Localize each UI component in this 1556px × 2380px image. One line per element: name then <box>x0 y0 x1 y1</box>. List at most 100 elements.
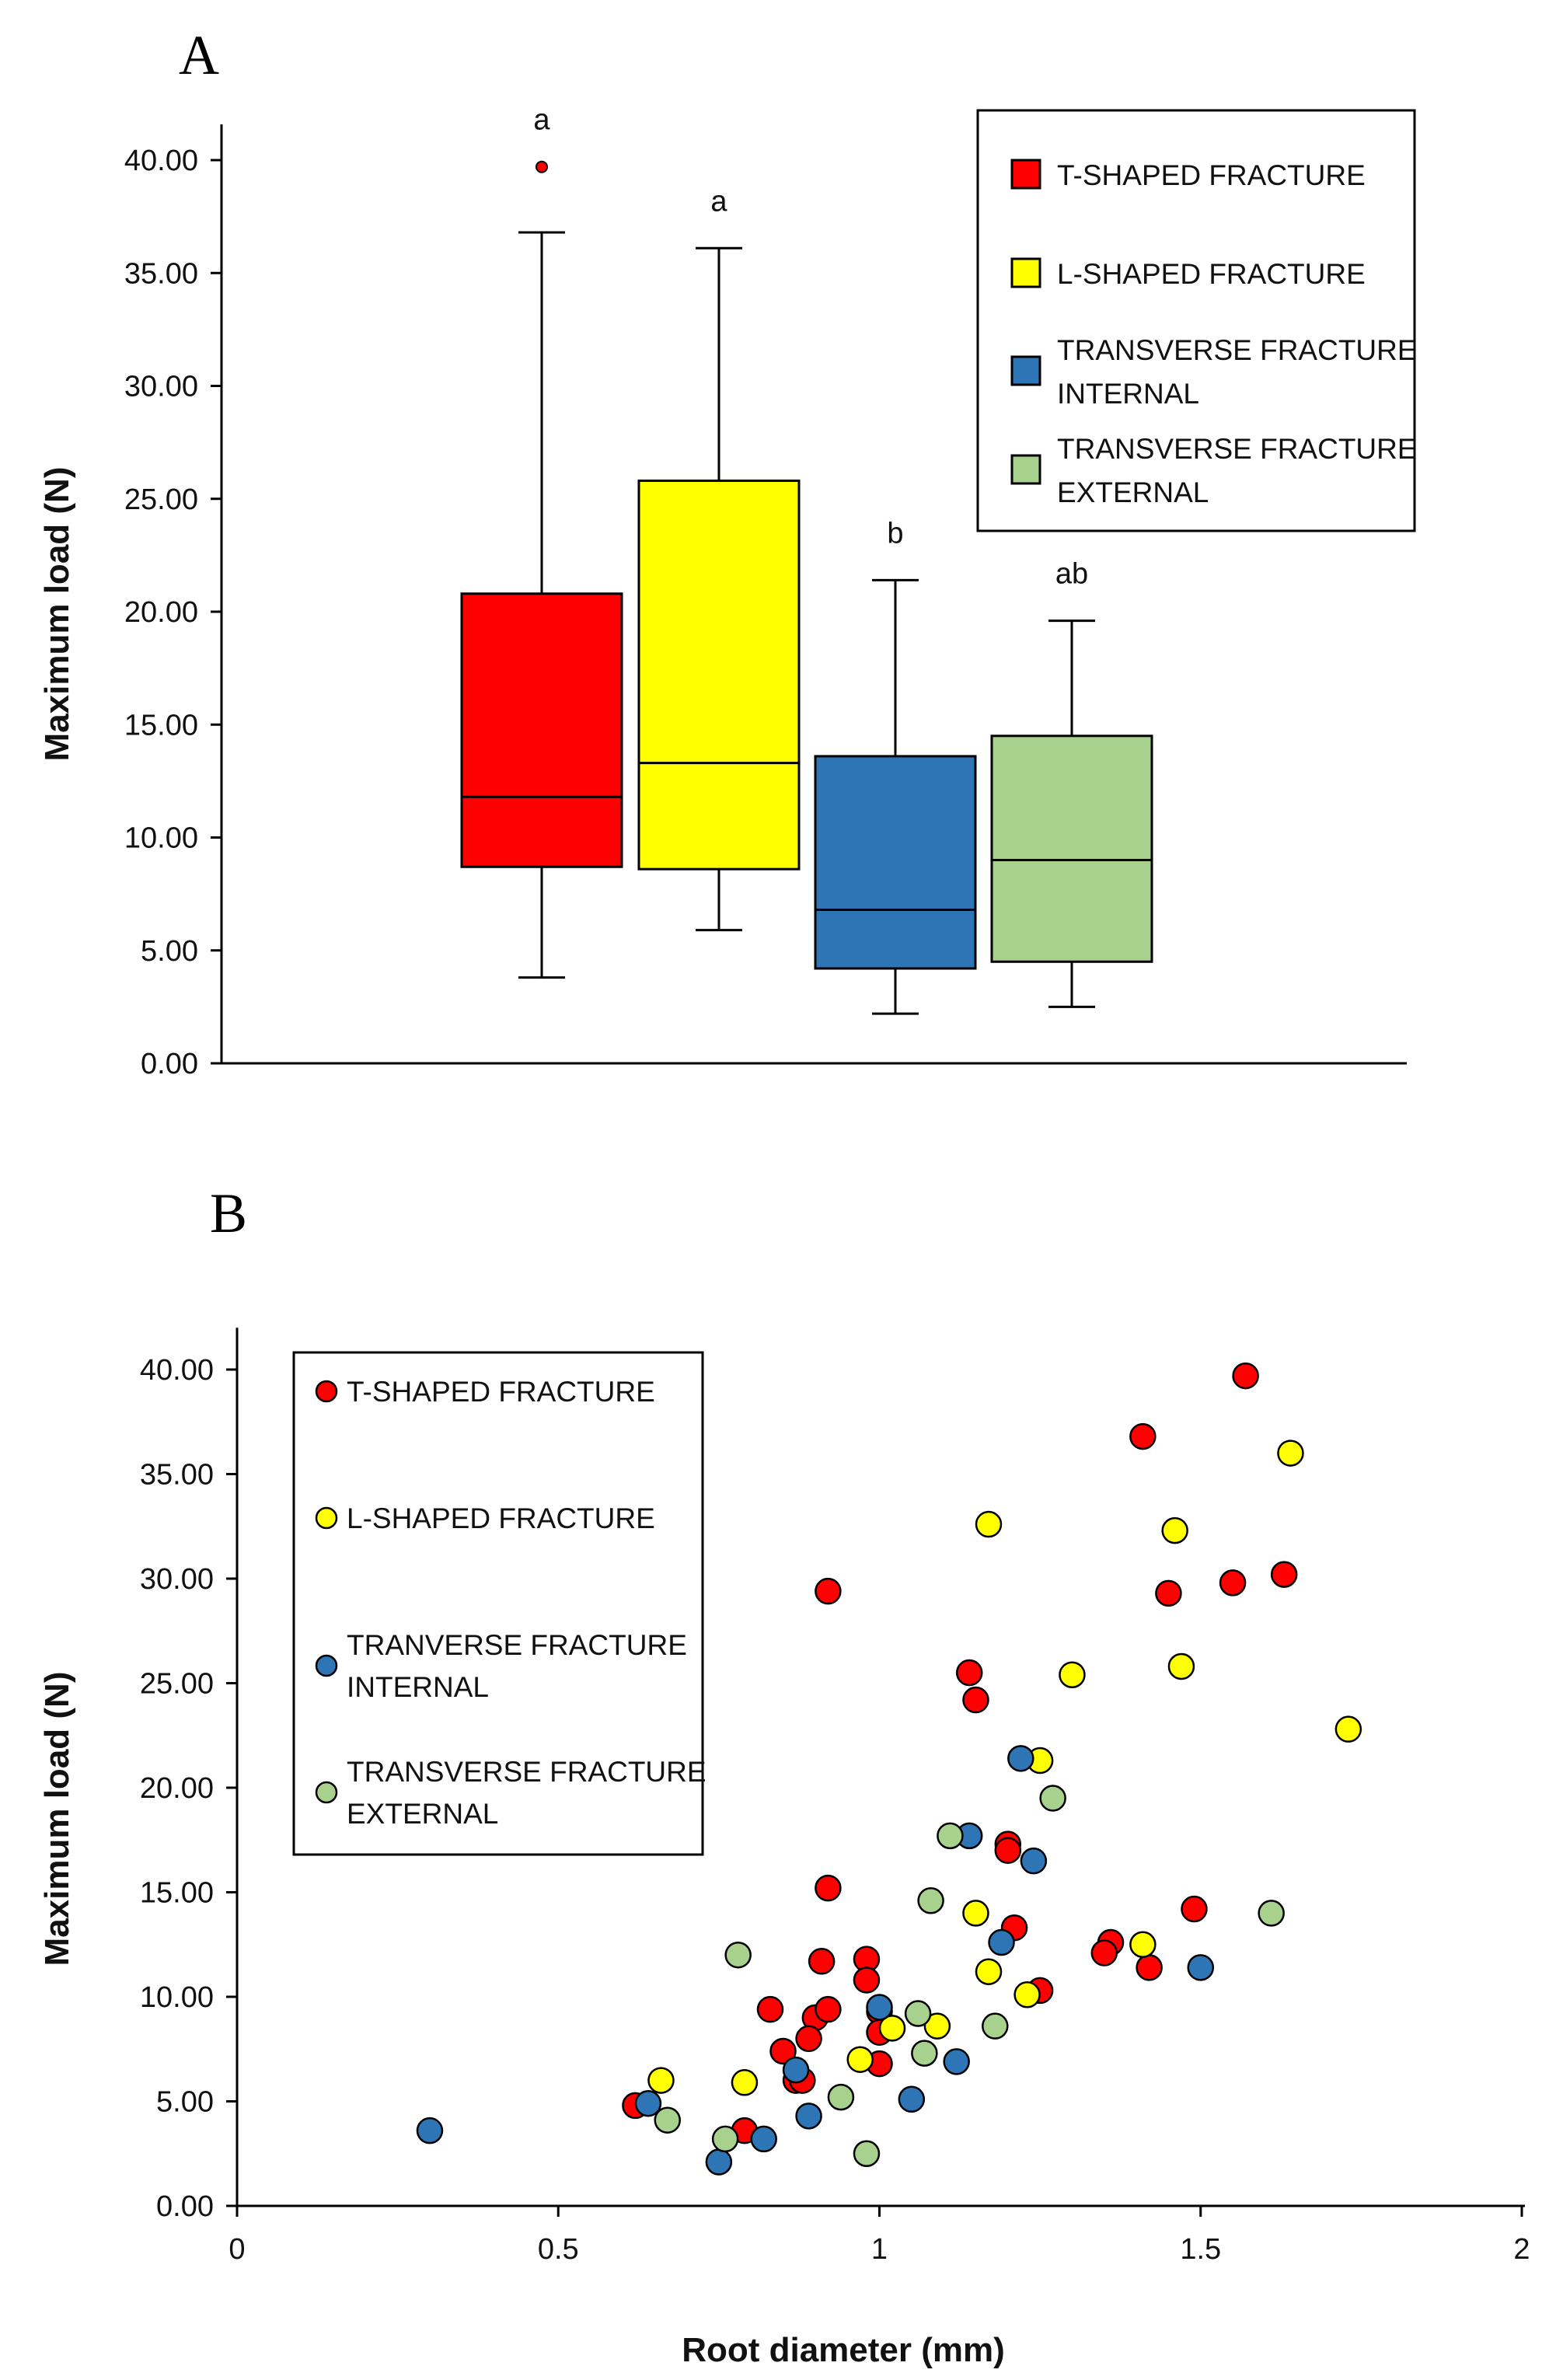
outlier-point <box>536 160 548 173</box>
scatter-point <box>1039 1785 1066 1812</box>
scatter-point <box>1129 1931 1157 1958</box>
box-transverse-fracture-external: ab <box>990 558 1153 1008</box>
panel-a-y-tick-label: 10.00 <box>124 822 198 855</box>
box-transverse-fracture-internal: b <box>814 517 977 1015</box>
scatter-point <box>1258 1900 1285 1927</box>
panel-b-x-axis-title: Root diameter (mm) <box>682 2331 1005 2369</box>
scatter-point <box>846 2046 874 2073</box>
panel-a-y-ticks: 0.00 5.00 10.00 15.00 20.00 25.00 30.00 35.00 40… <box>124 145 222 1080</box>
scatter-point <box>1155 1579 1182 1607</box>
scatter-point <box>878 2015 906 2042</box>
panel-a-y-tick-label: 25.00 <box>124 483 198 516</box>
scatter-point <box>923 2012 951 2040</box>
legend-label: TRANSVERSE FRACTURE <box>1057 433 1417 465</box>
scatter-point <box>731 2069 759 2096</box>
scatter-point <box>1161 1516 1188 1544</box>
scatter-point <box>1020 1847 1048 1875</box>
significance-letter: a <box>710 185 727 218</box>
scatter-point <box>975 1958 1003 1985</box>
scatter-point <box>1013 1981 1041 2008</box>
legend-label: L-SHAPED FRACTURE <box>347 1502 655 1534</box>
panel-b-x-tick-label: 0.5 <box>538 2233 579 2266</box>
scatter-point <box>962 1686 989 1714</box>
panel-b-x-tick-label: 0 <box>229 2233 245 2266</box>
scatter-point <box>1167 1652 1195 1680</box>
legend-label: EXTERNAL <box>347 1798 498 1830</box>
legend-marker <box>315 1380 338 1403</box>
scatter-point <box>769 2037 797 2065</box>
legend-item-transverse-fracture-internal: TRANSVERSE FRACTURE INTERNAL <box>1010 334 1417 410</box>
panel-a-legend-frame <box>976 109 1416 532</box>
significance-letter: ab <box>1055 558 1088 591</box>
scatter-point <box>1059 1661 1086 1688</box>
legend-marker <box>315 1781 338 1804</box>
scatter-point <box>815 1577 842 1605</box>
scatter-point <box>1334 1715 1362 1743</box>
significance-letter: b <box>887 517 903 550</box>
panel-a-y-tick-label: 5.00 <box>141 935 198 968</box>
panel-b-legend: T-SHAPED FRACTURE L-SHAPED FRACTURE TRANVE… <box>292 1351 706 1856</box>
scatter-point <box>711 2125 739 2153</box>
panel-b-letter: B <box>210 1182 247 1244</box>
series-t-shaped-fracture <box>622 1362 1298 2144</box>
panel-b-y-ticks: 0.00 5.00 10.00 15.00 20.00 25.00 30.00 35.00 40… <box>140 1354 237 2223</box>
scatter-point <box>937 1822 964 1850</box>
legend-marker <box>315 1506 338 1530</box>
box-t-shaped-fracture: a <box>460 104 623 979</box>
panel-b-y-tick-label: 20.00 <box>140 1772 214 1805</box>
scatter-point <box>1090 1939 1118 1966</box>
panel-b-y-tick-label: 15.00 <box>140 1877 214 1910</box>
legend-swatch <box>1010 159 1041 190</box>
scatter-point <box>756 1995 784 2023</box>
legend-item-l-shaped-fracture: L-SHAPED FRACTURE <box>1010 257 1366 290</box>
legend-label: T-SHAPED FRACTURE <box>347 1376 655 1408</box>
scatter-point <box>1187 1954 1214 1981</box>
scatter-point <box>782 2056 810 2084</box>
legend-label: TRANVERSE FRACTURE <box>347 1629 687 1661</box>
series-transverse-fracture-external <box>654 1785 1285 2167</box>
scatter-point <box>808 1948 836 1975</box>
panel-b-y-tick-label: 10.00 <box>140 1981 214 2014</box>
scatter-point <box>962 1900 989 1927</box>
panel-b-y-tick-label: 30.00 <box>140 1563 214 1596</box>
scatter-point <box>1136 1954 1163 1981</box>
scatter-point <box>705 2148 733 2176</box>
panel-b-y-axis-title: Maximum load (N) <box>38 1672 76 1966</box>
scatter-point <box>795 2025 822 2053</box>
scatter-point <box>1129 1422 1157 1450</box>
panel-a: A 0.00 5.00 10.00 15.00 20.00 25.00 30.00 35.00… <box>38 24 1417 1080</box>
panel-b-x-tick-label: 1 <box>871 2233 888 2266</box>
panel-a-y-tick-label: 15.00 <box>124 709 198 742</box>
legend-swatch <box>1010 355 1041 386</box>
iqr-box <box>814 755 977 970</box>
scatter-point <box>815 1995 842 2023</box>
panel-b-y-tick-label: 25.00 <box>140 1668 214 1701</box>
scatter-point <box>853 2140 881 2167</box>
iqr-box <box>637 480 801 871</box>
panel-a-y-tick-label: 40.00 <box>124 145 198 177</box>
legend-item-tranverse-fracture-internal: TRANVERSE FRACTURE INTERNAL <box>315 1629 687 1703</box>
series-tranverse-fracture-internal <box>416 1745 1214 2176</box>
box-l-shaped-fracture: a <box>637 185 801 932</box>
scatter-point <box>975 1510 1003 1538</box>
scatter-point <box>634 2089 662 2117</box>
legend-label: INTERNAL <box>1057 378 1199 410</box>
scatter-point <box>815 1874 842 1902</box>
legend-swatch <box>1010 454 1041 485</box>
panel-a-y-tick-label: 20.00 <box>124 596 198 629</box>
legend-label: L-SHAPED FRACTURE <box>1057 258 1366 290</box>
iqr-box <box>990 735 1153 963</box>
panel-b-points <box>416 1362 1362 2176</box>
scatter-point <box>866 1994 893 2021</box>
legend-label: T-SHAPED FRACTURE <box>1057 159 1366 191</box>
scatter-point <box>904 2000 932 2027</box>
scatter-point <box>654 2106 682 2134</box>
scatter-point <box>416 2117 444 2144</box>
scatter-point <box>988 1928 1015 1956</box>
legend-label: INTERNAL <box>347 1671 489 1703</box>
legend-label: TRANSVERSE FRACTURE <box>347 1756 706 1788</box>
significance-letter: a <box>533 104 550 137</box>
scatter-point <box>1270 1561 1298 1588</box>
